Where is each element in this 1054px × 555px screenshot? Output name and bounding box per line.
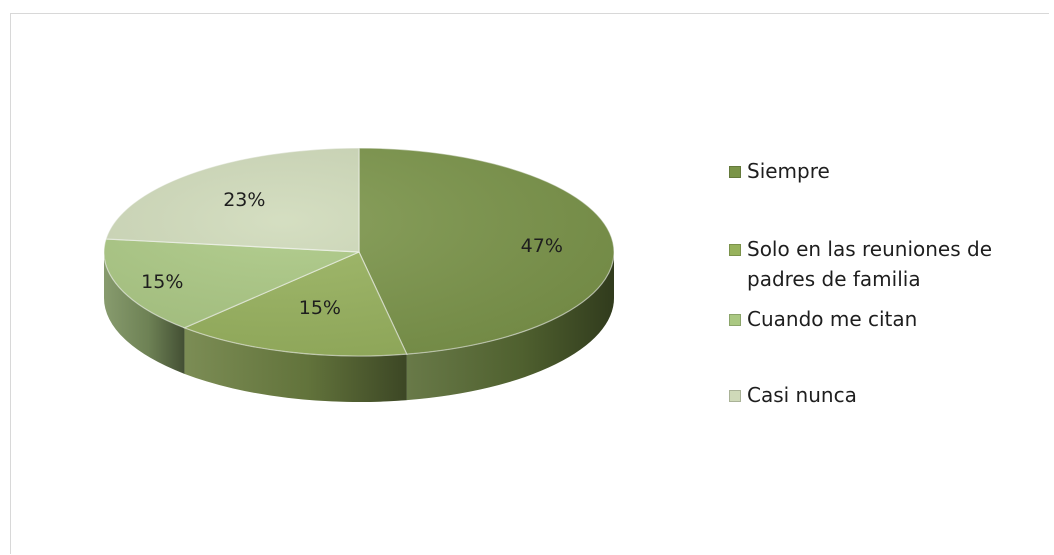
- data-label-1: 15%: [299, 297, 341, 319]
- pie-top-group: [103, 147, 615, 357]
- legend-entry-2: Cuando me citan: [729, 304, 1047, 334]
- pie-side-group: [104, 252, 614, 402]
- legend-label-0: Siempre: [747, 159, 830, 183]
- chart-area: 47% 15% 15% 23% Siempre Solo en las reunione…: [10, 13, 1049, 554]
- legend-swatch-2: [729, 314, 741, 326]
- pie-label-group: 47% 15% 15% 23%: [141, 189, 563, 319]
- data-label-0: 47%: [521, 235, 563, 257]
- legend-label-1: Solo en las reuniones de padres de famil…: [747, 237, 992, 291]
- legend-label-3: Casi nunca: [747, 383, 857, 407]
- legend-label-2: Cuando me citan: [747, 307, 918, 331]
- legend-swatch-1: [729, 244, 741, 256]
- legend-swatch-0: [729, 166, 741, 178]
- legend-entry-0: Siempre: [729, 156, 1047, 186]
- data-label-3: 23%: [223, 189, 265, 211]
- legend-entry-3: Casi nunca: [729, 380, 1047, 410]
- slice-side-shade-2: [104, 252, 185, 374]
- data-label-2: 15%: [141, 271, 183, 293]
- legend-swatch-3: [729, 390, 741, 402]
- pie-top-shading: [104, 148, 614, 356]
- legend-entry-1: Solo en las reuniones de padres de famil…: [729, 234, 1047, 294]
- pie-chart: 47% 15% 15% 23%: [103, 147, 615, 402]
- slice-side-shade-0: [406, 252, 614, 401]
- slice-side-shade-1: [184, 327, 407, 402]
